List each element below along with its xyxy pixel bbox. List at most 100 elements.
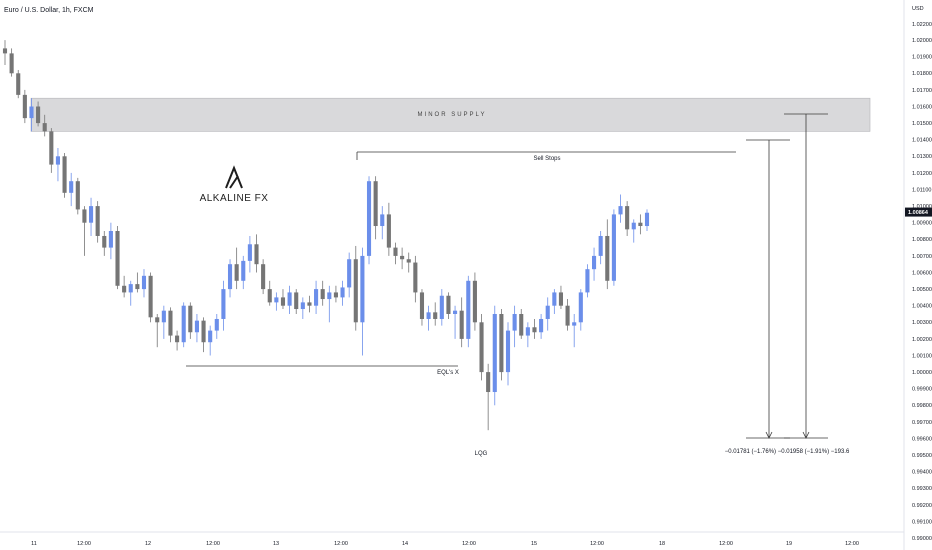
candle bbox=[221, 280, 226, 331]
last-price-value: 1.00864 bbox=[908, 210, 929, 216]
candle-body bbox=[241, 260, 246, 281]
candle-body bbox=[486, 372, 491, 393]
candle-body bbox=[128, 284, 133, 293]
candle bbox=[558, 285, 564, 310]
candle bbox=[267, 280, 272, 306]
candle-body bbox=[148, 275, 153, 318]
candle bbox=[347, 252, 352, 298]
candle bbox=[453, 305, 458, 339]
candle bbox=[512, 305, 517, 348]
y-tick-label: 1.01200 bbox=[912, 171, 932, 177]
y-tick-label: 1.00500 bbox=[912, 287, 932, 293]
candle-body bbox=[419, 292, 425, 319]
candle bbox=[261, 259, 266, 295]
candle bbox=[625, 201, 630, 236]
y-tick-label: 0.99000 bbox=[912, 536, 932, 542]
candle bbox=[16, 69, 21, 99]
candle-body bbox=[155, 317, 160, 323]
candle-body bbox=[188, 305, 193, 333]
sell-stops-level[interactable]: Sell Stops bbox=[356, 151, 736, 162]
candle-body bbox=[525, 327, 530, 336]
x-tick-label: 13 bbox=[273, 541, 279, 547]
candle-body bbox=[611, 214, 616, 281]
y-tick-label: 1.02200 bbox=[912, 22, 932, 28]
candle-body bbox=[62, 156, 67, 193]
candle bbox=[241, 255, 246, 290]
minor-supply-zone[interactable]: MINOR SUPPLY bbox=[30, 97, 871, 132]
candle-body bbox=[161, 310, 166, 323]
candle bbox=[155, 314, 160, 348]
candle-body bbox=[115, 231, 120, 286]
candle-body bbox=[194, 320, 199, 333]
candle-body bbox=[380, 214, 385, 227]
y-tick-label: 1.02000 bbox=[912, 38, 932, 44]
last-price-badge: 1.00864 bbox=[905, 207, 932, 217]
candle-body bbox=[347, 259, 352, 288]
candle bbox=[287, 285, 292, 314]
candle bbox=[433, 302, 438, 326]
candle-body bbox=[55, 156, 61, 165]
candle bbox=[373, 176, 378, 240]
candle bbox=[459, 297, 464, 348]
candle-body bbox=[545, 305, 550, 319]
candle-body bbox=[631, 222, 636, 230]
candle bbox=[29, 98, 34, 132]
candle-body bbox=[300, 302, 305, 310]
x-tick-label: 11 bbox=[31, 541, 37, 547]
candle bbox=[108, 222, 113, 260]
candle-body bbox=[254, 244, 259, 265]
y-tick-label: 0.99300 bbox=[912, 486, 932, 492]
candle-body bbox=[591, 255, 597, 270]
candle-body bbox=[168, 310, 173, 336]
candle-body bbox=[366, 181, 372, 256]
y-tick-label: 1.00600 bbox=[912, 270, 932, 276]
y-tick-label: 1.01700 bbox=[912, 88, 932, 94]
candle bbox=[9, 48, 14, 77]
candle bbox=[274, 292, 279, 311]
y-tick-label: 0.99500 bbox=[912, 453, 932, 459]
y-tick-label: 1.01000 bbox=[912, 204, 932, 210]
x-tick-label: 12:00 bbox=[590, 541, 604, 547]
x-tick-label: 12:00 bbox=[206, 541, 220, 547]
candle bbox=[254, 234, 259, 273]
candle bbox=[578, 289, 583, 331]
candle bbox=[234, 247, 239, 290]
eql-level[interactable]: EQL's X bbox=[186, 365, 459, 376]
last-price-badge-bg bbox=[905, 207, 932, 217]
candle-body bbox=[181, 305, 186, 343]
candle-body bbox=[459, 310, 464, 339]
chart-title: Euro / U.S. Dollar, 1h, FXCM bbox=[4, 7, 94, 14]
price-axis[interactable]: USD 1.02200 1.02000 1.01900 1.01800 1.01700 1… bbox=[903, 0, 932, 550]
measure-tools[interactable]: −0.01781 (−1.76%) −0.01958 (−1.91%) −193… bbox=[725, 113, 850, 455]
candle-body bbox=[558, 292, 564, 306]
y-tick-label: 0.99400 bbox=[912, 470, 932, 476]
candle bbox=[486, 363, 491, 431]
candle-body bbox=[261, 264, 266, 290]
candle-body bbox=[9, 53, 14, 74]
eql-label: EQL's X bbox=[437, 370, 459, 376]
candle bbox=[214, 314, 219, 339]
candle-body bbox=[413, 262, 418, 293]
candle-body bbox=[552, 292, 557, 306]
candle-body bbox=[122, 285, 127, 293]
candle bbox=[208, 325, 213, 356]
candle bbox=[69, 172, 74, 207]
candle bbox=[340, 280, 345, 306]
sell-stops-label: Sell Stops bbox=[533, 156, 560, 162]
axis-currency-label: USD bbox=[912, 6, 924, 12]
candle bbox=[380, 206, 385, 240]
candle-body bbox=[393, 247, 398, 256]
candle bbox=[135, 272, 140, 293]
y-tick-label: 1.00800 bbox=[912, 237, 932, 243]
candle-body bbox=[16, 73, 21, 95]
candle-body bbox=[75, 181, 80, 210]
time-axis[interactable]: 11 12:00 12 12:00 13 12:00 14 12:00 15 12:00 18 12:… bbox=[0, 531, 904, 547]
candle bbox=[148, 272, 153, 323]
candle-body bbox=[472, 280, 477, 323]
y-tick-label: 1.01600 bbox=[912, 104, 932, 110]
alkaline-fx-logo: ALKALINE FX bbox=[200, 165, 268, 204]
candle-body bbox=[519, 314, 524, 336]
candle-body bbox=[227, 264, 233, 290]
candle bbox=[353, 245, 358, 331]
